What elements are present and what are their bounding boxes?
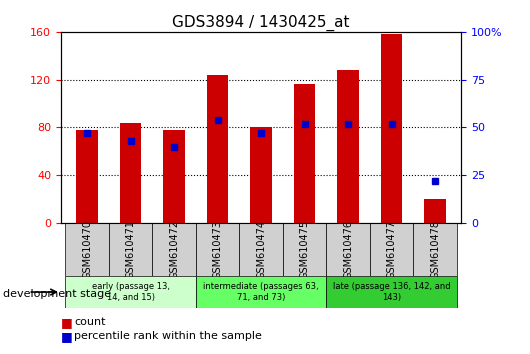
Bar [370, 223, 413, 276]
Bar [65, 223, 109, 276]
Text: GSM610473: GSM610473 [213, 220, 223, 279]
Text: development stage: development stage [3, 289, 111, 299]
Bar [120, 123, 142, 223]
Bar [109, 223, 152, 276]
Bar [413, 223, 457, 276]
Text: count: count [74, 317, 105, 327]
Text: GSM610471: GSM610471 [126, 220, 136, 279]
Bar [424, 199, 446, 223]
Text: GSM610474: GSM610474 [256, 220, 266, 279]
Text: early (passage 13,
14, and 15): early (passage 13, 14, and 15) [92, 282, 170, 302]
Text: GSM610478: GSM610478 [430, 220, 440, 279]
Bar [196, 223, 239, 276]
Text: GSM610477: GSM610477 [386, 220, 396, 279]
Text: percentile rank within the sample: percentile rank within the sample [74, 331, 262, 341]
Text: late (passage 136, 142, and
143): late (passage 136, 142, and 143) [333, 282, 450, 302]
Bar [337, 70, 359, 223]
Bar [250, 127, 272, 223]
Bar [294, 84, 315, 223]
Bar [76, 130, 98, 223]
Bar [163, 130, 185, 223]
Bar [152, 223, 196, 276]
Bar [239, 223, 283, 276]
Bar [65, 276, 196, 308]
Bar [326, 276, 457, 308]
Text: intermediate (passages 63,
71, and 73): intermediate (passages 63, 71, and 73) [203, 282, 319, 302]
Text: GSM610476: GSM610476 [343, 220, 353, 279]
Bar [326, 223, 370, 276]
Text: GSM610472: GSM610472 [169, 220, 179, 279]
Bar [283, 223, 326, 276]
Text: GSM610475: GSM610475 [299, 220, 310, 279]
Text: ■: ■ [61, 330, 73, 343]
Bar [381, 34, 402, 223]
Bar [207, 75, 228, 223]
Text: GSM610470: GSM610470 [82, 220, 92, 279]
Text: ■: ■ [61, 316, 73, 329]
Title: GDS3894 / 1430425_at: GDS3894 / 1430425_at [172, 14, 350, 30]
Bar [196, 276, 326, 308]
